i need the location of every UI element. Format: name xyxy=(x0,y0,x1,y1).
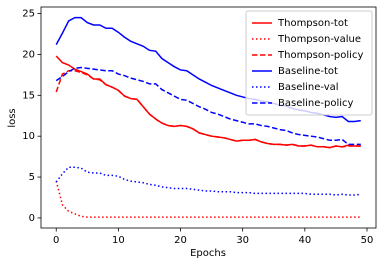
series-line xyxy=(55,70,361,149)
x-axis-label: Epochs xyxy=(190,248,226,259)
legend-box xyxy=(245,10,373,116)
x-tick-label: 30 xyxy=(236,235,249,246)
legend-label: Baseline-policy xyxy=(278,98,354,109)
x-tick-label: 40 xyxy=(298,235,311,246)
y-axis-label: loss xyxy=(7,108,18,127)
x-tick-label: 20 xyxy=(174,235,187,246)
y-tick-label: 0 xyxy=(29,213,35,224)
x-tick-label: 0 xyxy=(53,235,59,246)
y-tick-label: 5 xyxy=(29,172,35,183)
y-tick-label: 20 xyxy=(22,49,35,60)
x-tick-label: 10 xyxy=(112,235,125,246)
plot-frame xyxy=(40,6,377,229)
legend-label: Thompson-tot xyxy=(277,18,348,29)
x-tick-label: 50 xyxy=(361,235,374,246)
y-tick-label: 15 xyxy=(22,90,35,101)
series-line xyxy=(55,166,361,196)
y-tick-label: 25 xyxy=(22,9,35,20)
legend-label: Baseline-tot xyxy=(278,66,338,77)
legend-label: Baseline-val xyxy=(278,82,339,93)
y-tick-label: 10 xyxy=(22,131,35,142)
legend-label: Thompson-policy xyxy=(277,50,363,61)
series-line xyxy=(55,180,361,218)
legend-label: Thompson-value xyxy=(277,34,361,45)
